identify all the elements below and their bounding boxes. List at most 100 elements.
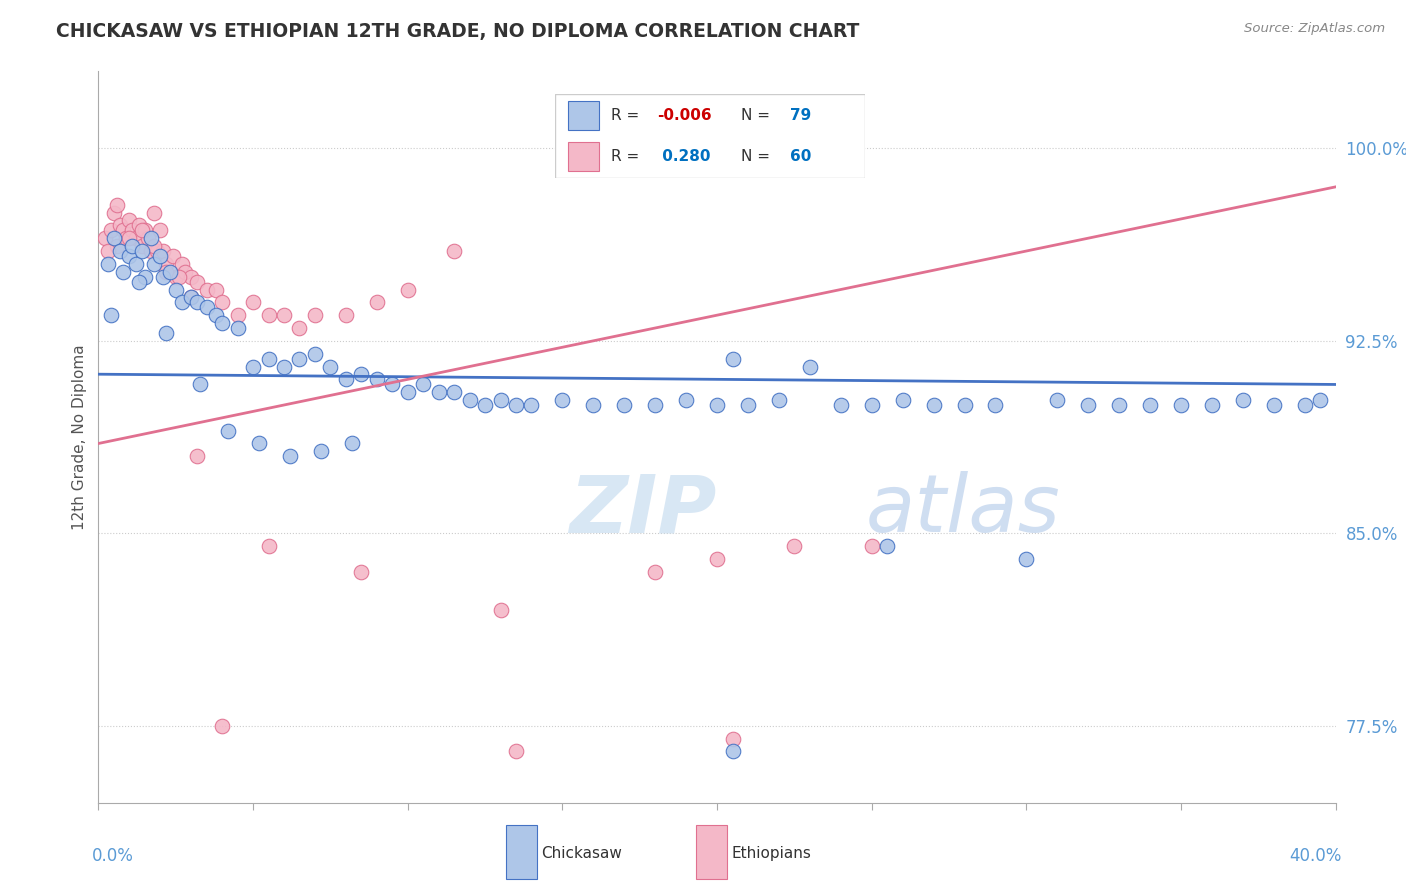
Point [304,346,326,360]
Point [167,269,190,284]
Point [304,308,326,322]
Point [155,264,177,278]
Point [984,398,1007,412]
Bar [568,102,599,130]
Point [247,436,270,450]
Point [582,398,605,412]
Text: 0.0%: 0.0% [93,847,134,864]
Point [1046,392,1069,407]
Point [288,321,311,335]
Point [443,244,465,258]
Point [136,231,159,245]
Text: 0.280: 0.280 [658,149,711,164]
Bar [568,142,599,170]
Point [551,392,574,407]
Point [721,744,744,758]
Point [1263,398,1285,412]
Point [783,539,806,553]
Point [613,398,636,412]
Point [273,308,295,322]
Point [170,295,193,310]
Point [112,264,135,278]
Text: R =: R = [612,149,644,164]
Point [335,372,357,386]
Point [1077,398,1099,412]
Point [100,223,122,237]
Point [443,385,465,400]
Point [128,275,150,289]
Point [149,223,172,237]
Point [186,450,208,464]
Point [860,398,883,412]
Point [1294,398,1316,412]
Point [1170,398,1192,412]
Point [768,392,790,407]
Point [134,269,156,284]
Point [165,283,187,297]
Point [366,295,388,310]
Point [217,424,239,438]
Point [1232,392,1254,407]
Point [860,539,883,553]
Point [396,283,419,297]
Point [1139,398,1161,412]
Point [97,244,120,258]
Point [146,244,169,258]
Point [242,295,264,310]
Point [180,290,202,304]
Point [118,231,141,245]
Text: Ethiopians: Ethiopians [731,847,811,861]
Point [162,249,184,263]
Point [242,359,264,374]
Point [876,539,898,553]
Point [288,351,311,366]
Point [186,275,208,289]
Point [190,377,212,392]
Point [152,269,174,284]
Point [922,398,945,412]
Point [131,244,153,258]
Point [427,385,450,400]
Point [211,295,233,310]
Point [278,450,301,464]
Text: N =: N = [741,108,775,123]
Text: R =: R = [612,108,644,123]
Point [381,377,404,392]
Point [257,539,280,553]
Point [205,283,228,297]
Text: 60: 60 [790,149,811,164]
Point [121,239,143,253]
Point [115,231,138,245]
Point [675,392,697,407]
Point [121,223,143,237]
Point [155,326,177,340]
Text: -0.006: -0.006 [658,108,711,123]
Point [143,257,166,271]
Point [799,359,821,374]
Point [143,205,166,219]
Point [108,219,131,233]
Point [706,398,728,412]
Y-axis label: 12th Grade, No Diploma: 12th Grade, No Diploma [72,344,87,530]
Point [165,269,187,284]
Point [139,244,162,258]
Point [124,231,146,245]
Point [93,231,115,245]
Point [257,351,280,366]
Point [309,444,332,458]
Point [644,398,666,412]
Text: 79: 79 [790,108,811,123]
Point [139,231,162,245]
Point [1309,392,1331,407]
Point [340,436,363,450]
Point [721,731,744,746]
Point [152,244,174,258]
Point [474,398,496,412]
Point [186,295,208,310]
Point [319,359,342,374]
Text: CHICKASAW VS ETHIOPIAN 12TH GRADE, NO DIPLOMA CORRELATION CHART: CHICKASAW VS ETHIOPIAN 12TH GRADE, NO DI… [56,22,859,41]
Point [458,392,481,407]
Point [112,223,135,237]
Point [335,308,357,322]
Point [273,359,295,374]
